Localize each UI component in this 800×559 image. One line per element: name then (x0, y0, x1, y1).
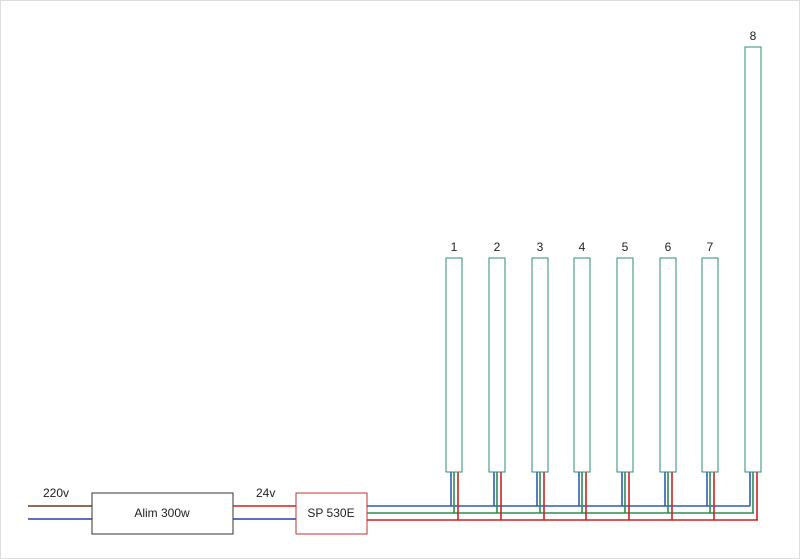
controller-box (295, 492, 368, 535)
led-strip-5: 5 (616, 240, 634, 520)
led-strip-4: 4 (573, 240, 591, 520)
led-strip-3: 3 (531, 240, 549, 520)
strip-box (659, 257, 677, 473)
strip-number-label: 7 (707, 240, 714, 254)
controller-label: SP 530E (307, 506, 354, 520)
strip-number-label: 2 (494, 240, 501, 254)
strip-box (616, 257, 634, 473)
power-supply-box (91, 492, 234, 535)
strip-box (488, 257, 506, 473)
strip-number-label: 5 (622, 240, 629, 254)
strip-number-label: 6 (665, 240, 672, 254)
strip-number-label: 3 (537, 240, 544, 254)
strip-number-label: 1 (451, 240, 458, 254)
strip-box (573, 257, 591, 473)
input-voltage-label: 220v (43, 486, 69, 500)
led-strip-7: 7 (701, 240, 719, 520)
led-strip-6: 6 (659, 240, 677, 520)
led-strip-2: 2 (488, 240, 506, 520)
led-strips: 1 2 3 4 5 6 7 8 (445, 29, 762, 520)
power-supply-label: Alim 300w (134, 506, 190, 520)
output-voltage-label: 24v (256, 486, 275, 500)
strip-box (445, 257, 463, 473)
strip-box (531, 257, 549, 473)
strip-number-label: 4 (579, 240, 586, 254)
strip-box (701, 257, 719, 473)
led-strip-8: 8 (744, 29, 762, 520)
strip-box (744, 46, 762, 473)
led-strip-1: 1 (445, 240, 463, 520)
strip-number-label: 8 (750, 29, 757, 43)
